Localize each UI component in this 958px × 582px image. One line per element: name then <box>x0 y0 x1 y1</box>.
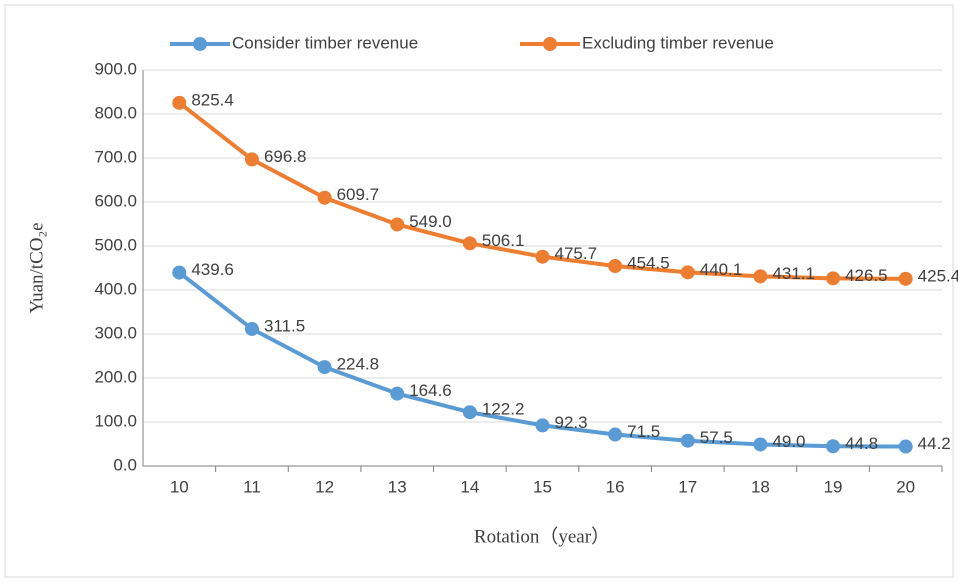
data-point <box>753 269 768 284</box>
x-tick-label: 12 <box>315 477 334 496</box>
x-tick-label: 15 <box>533 477 552 496</box>
y-tick-label: 700.0 <box>94 147 137 166</box>
data-point <box>317 360 332 375</box>
x-tick-label: 16 <box>606 477 625 496</box>
data-point <box>608 259 623 274</box>
data-point <box>826 271 841 286</box>
x-tick-label: 17 <box>678 477 697 496</box>
data-point <box>462 405 477 420</box>
y-tick-label: 100.0 <box>94 411 137 430</box>
data-label: 57.5 <box>700 428 733 447</box>
data-label: 506.1 <box>482 231 525 250</box>
y-tick-label: 600.0 <box>94 191 137 210</box>
data-label: 425.4 <box>918 266 958 285</box>
data-label: 311.5 <box>264 316 305 335</box>
data-label: 71.5 <box>627 422 660 441</box>
data-point <box>680 265 695 280</box>
data-label: 164.6 <box>409 381 452 400</box>
data-point <box>462 236 477 251</box>
x-tick-label: 20 <box>896 477 915 496</box>
data-point <box>244 152 259 167</box>
data-point <box>535 418 550 433</box>
x-tick-label: 19 <box>824 477 843 496</box>
data-label: 224.8 <box>337 355 380 374</box>
data-label: 454.5 <box>627 254 670 273</box>
chart-border <box>4 4 954 578</box>
legend-marker <box>543 37 557 51</box>
y-tick-label: 200.0 <box>94 367 137 386</box>
data-label: 475.7 <box>555 244 598 263</box>
data-point <box>608 427 623 442</box>
data-point <box>172 265 187 280</box>
x-tick-label: 13 <box>388 477 407 496</box>
data-point <box>390 386 405 401</box>
data-label: 431.1 <box>772 264 815 283</box>
y-axis-label: Yuan/tCO₂e <box>26 222 47 313</box>
data-label: 549.0 <box>409 212 452 231</box>
x-tick-label: 11 <box>243 477 261 496</box>
data-label: 439.6 <box>191 260 234 279</box>
x-axis-label: Rotation（year） <box>474 525 610 547</box>
data-label: 696.8 <box>264 147 307 166</box>
legend-label: Consider timber revenue <box>232 33 418 52</box>
legend-marker <box>193 37 207 51</box>
legend-label: Excluding timber revenue <box>582 33 774 52</box>
data-point <box>826 439 841 454</box>
data-label: 609.7 <box>337 185 380 204</box>
data-point <box>898 271 913 286</box>
data-point <box>390 217 405 232</box>
y-tick-label: 900.0 <box>94 59 137 78</box>
y-tick-label: 400.0 <box>94 279 137 298</box>
data-point <box>753 437 768 452</box>
data-label: 440.1 <box>700 260 743 279</box>
y-tick-label: 0.0 <box>113 455 137 474</box>
y-tick-label: 300.0 <box>94 323 137 342</box>
data-label: 44.2 <box>918 434 951 453</box>
x-tick-label: 18 <box>751 477 770 496</box>
data-label: 49.0 <box>772 432 805 451</box>
data-point <box>680 433 695 448</box>
data-label: 825.4 <box>191 90 234 109</box>
y-tick-label: 500.0 <box>94 235 137 254</box>
data-point <box>535 249 550 264</box>
data-point <box>172 95 187 110</box>
data-point <box>317 190 332 205</box>
x-tick-label: 10 <box>170 477 189 496</box>
data-point <box>898 439 913 454</box>
data-label: 44.8 <box>845 434 878 453</box>
data-label: 122.2 <box>482 400 525 419</box>
x-tick-label: 14 <box>460 477 479 496</box>
data-label: 92.3 <box>555 413 588 432</box>
y-tick-label: 800.0 <box>94 103 137 122</box>
data-point <box>244 321 259 336</box>
data-label: 426.5 <box>845 266 888 285</box>
